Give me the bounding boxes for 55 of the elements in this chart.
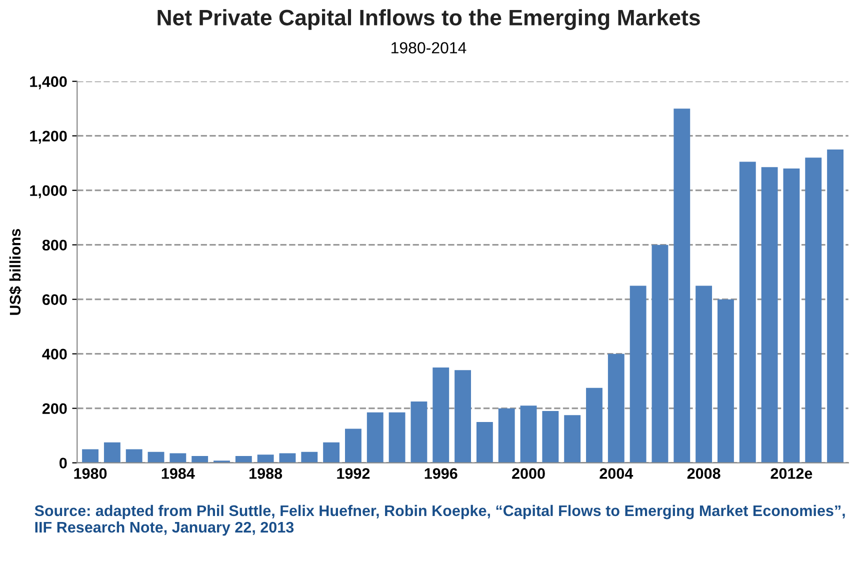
bar: [148, 452, 164, 463]
bar: [388, 412, 406, 463]
y-tick-label: 1,400: [30, 76, 67, 90]
x-tick-label: 2012e: [770, 468, 812, 479]
bar: [761, 167, 778, 463]
x-tick-label: 1984: [162, 468, 195, 479]
x-tick-label: 2008: [687, 468, 720, 479]
bar: [783, 168, 800, 463]
bar: [345, 428, 362, 463]
bar: [192, 456, 208, 463]
y-tick-label: 800: [42, 240, 67, 251]
bar: [652, 244, 668, 463]
bar: [542, 411, 559, 463]
chart-title: Net Private Capital Inflows to the Emerging Markets: [158, 9, 700, 30]
bar: [257, 454, 274, 463]
bar: [739, 162, 756, 463]
bar: [454, 370, 471, 463]
bar: [410, 402, 428, 463]
bar: [674, 108, 690, 463]
bar: [564, 415, 581, 463]
bar: [279, 453, 296, 463]
source-note: Source: adapted from Phil Suttle, Felix Huefner, Robin Koepke, “Capital Flows to Emerging Market Economies”, IIF Research Note, January 22, 2013: [34, 504, 845, 536]
bar: [498, 408, 515, 463]
bar: [104, 442, 120, 463]
bar: [805, 158, 822, 463]
bar: [432, 367, 450, 463]
y-tick-label: 200: [42, 403, 67, 414]
bar: [366, 412, 384, 463]
bar: [520, 406, 537, 463]
bar: [827, 149, 844, 463]
bar: [82, 449, 98, 463]
y-tick-label: 0: [60, 458, 67, 469]
bar: [608, 354, 624, 463]
x-tick-label: 1996: [424, 468, 458, 479]
y-tick-label: 400: [42, 348, 67, 360]
bar: [718, 299, 734, 463]
x-tick-label: 1980: [74, 468, 107, 479]
x-tick-label: 2004: [600, 468, 634, 479]
bar: [235, 456, 252, 463]
bar: [630, 286, 646, 463]
x-tick-label: 2000: [512, 468, 545, 479]
chart-subtitle: 1980-2014: [392, 42, 466, 54]
bar: [301, 452, 318, 463]
y-tick-label: 600: [42, 294, 67, 306]
bar: [586, 388, 602, 463]
bar: [696, 286, 712, 463]
y-tick-label: 1,200: [30, 130, 67, 144]
bar: [126, 449, 142, 463]
x-tick-label: 1988: [250, 468, 282, 479]
y-tick-label: 1,000: [30, 185, 67, 198]
x-tick-label: 1992: [337, 468, 370, 479]
y-axis-title: US$ billions: [9, 228, 22, 315]
bar: [323, 442, 340, 463]
bar: [476, 422, 493, 463]
bar: [170, 453, 186, 463]
